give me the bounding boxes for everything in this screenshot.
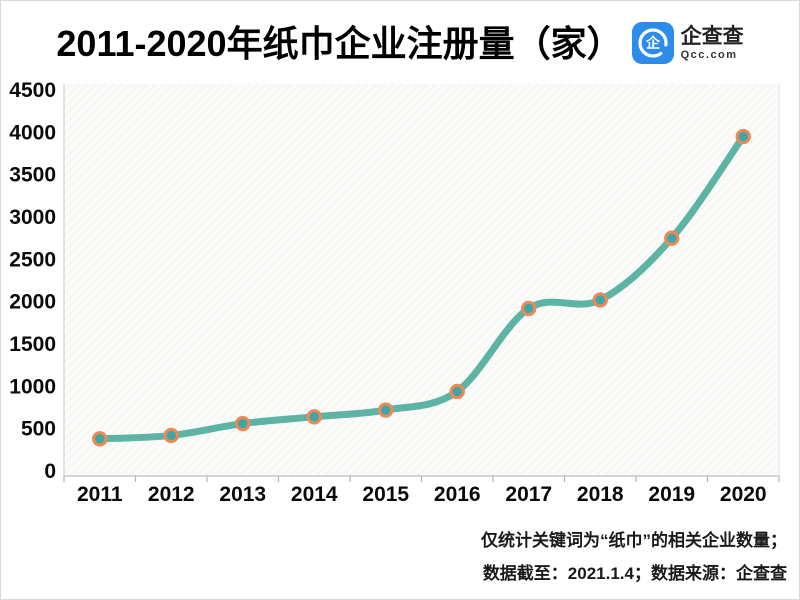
data-point-marker (92, 431, 108, 447)
data-point-marker (735, 128, 751, 145)
x-axis-label: 2019 (648, 483, 695, 506)
data-point-marker (592, 292, 608, 308)
x-axis-label: 2015 (362, 483, 409, 506)
data-point-marker (449, 383, 465, 400)
svg-text:企: 企 (645, 35, 661, 51)
x-axis-label: 2011 (77, 483, 123, 506)
x-axis-label: 2017 (505, 483, 552, 506)
x-axis-label: 2013 (219, 483, 266, 506)
qcc-logo-domain: Qcc.com (680, 48, 738, 61)
data-point-marker (306, 409, 322, 425)
y-axis-label: 3500 (9, 164, 56, 187)
x-axis-label: 2012 (148, 483, 195, 506)
x-axis-label: 2016 (434, 483, 481, 506)
chart-title: 2011-2020年纸巾企业注册量（家） (56, 23, 623, 64)
data-point-marker (521, 300, 537, 317)
data-point-marker (163, 427, 179, 444)
qcc-logo-name: 企查查 (680, 24, 744, 48)
x-axis-label: 2018 (577, 483, 624, 506)
qcc-logo-text: 企查查 Qcc.com (681, 26, 744, 61)
y-axis-label: 1500 (9, 333, 56, 356)
chart-header: 2011-2020年纸巾企业注册量（家） 企 企查查 Qcc.com (1, 11, 799, 71)
y-axis-label: 2500 (9, 248, 56, 271)
qcc-logo: 企 企查查 Qcc.com (631, 21, 744, 65)
trend-line (96, 133, 747, 443)
qcc-logo-icon: 企 (631, 22, 674, 64)
y-axis-label: 0 (44, 460, 56, 483)
data-point-marker (378, 402, 394, 418)
y-axis-label: 500 (21, 418, 56, 441)
footnote: 仅统计关键词为“纸巾”的相关企业数量； 数据截至：2021.1.4；数据来源：企… (481, 524, 787, 590)
data-point-marker (664, 230, 680, 246)
data-point-marker (235, 415, 251, 432)
y-axis-label: 1000 (9, 375, 56, 398)
y-axis-label: 4000 (9, 121, 56, 144)
y-axis-label: 4500 (9, 79, 56, 102)
y-axis-label: 3000 (9, 206, 56, 229)
plot-area (64, 84, 779, 476)
footnote-line-2: 数据截至：2021.1.4；数据来源：企查查 (482, 564, 787, 583)
x-axis-label: 2020 (720, 483, 767, 506)
footnote-line-1: 仅统计关键词为“纸巾”的相关企业数量； (481, 531, 787, 550)
x-axis-label: 2014 (291, 483, 338, 506)
y-axis-label: 2000 (9, 291, 56, 314)
